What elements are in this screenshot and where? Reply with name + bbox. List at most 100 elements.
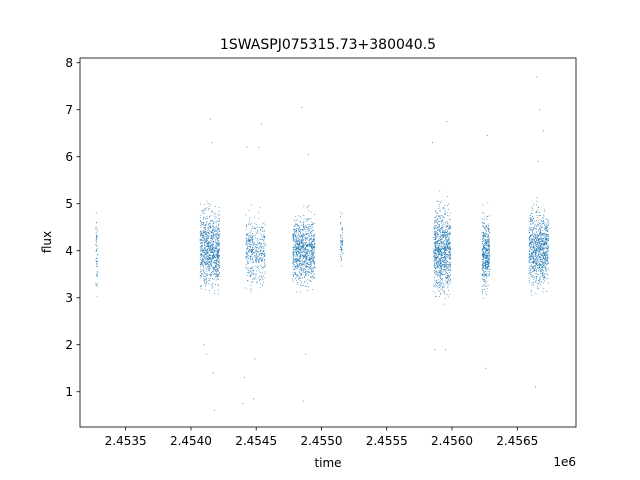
data-point [440,220,442,222]
data-point [256,270,258,272]
data-point [442,287,444,288]
data-point [214,217,216,219]
data-point [530,246,532,248]
data-point [540,263,541,265]
data-point [529,243,531,244]
data-point [541,224,543,225]
data-point [295,251,297,253]
data-point [201,249,203,251]
data-point [447,231,449,233]
data-point [541,255,543,257]
data-point [250,270,252,272]
data-point [541,270,543,272]
data-point [254,227,256,229]
data-point [249,239,251,241]
data-point [303,243,304,245]
data-point [535,255,537,257]
data-point [447,238,449,240]
data-point [488,250,490,252]
data-point [436,282,437,284]
data-point [218,243,220,244]
data-point [308,267,310,269]
data-point [437,200,439,202]
data-point [531,240,533,242]
data-point [292,280,294,282]
data-point [208,277,210,279]
data-point [531,221,533,223]
data-point [213,267,215,269]
data-point [536,209,538,211]
data-point [545,268,547,270]
data-point [296,259,298,261]
data-point [546,245,548,247]
data-point [203,223,205,225]
data-point [201,255,202,257]
data-point [211,258,213,259]
data-point [216,262,218,264]
data-point [542,256,544,258]
data-point [260,252,262,254]
data-point [449,248,451,250]
data-point [200,203,202,205]
data-point [299,260,301,262]
data-point [257,258,259,260]
data-point [300,248,302,250]
data-point [302,252,304,253]
data-point [215,245,217,247]
data-point [530,289,532,291]
data-point [487,215,489,217]
data-point [440,293,441,294]
data-point [441,248,443,250]
data-point [485,228,487,230]
data-point [292,261,294,263]
data-point [437,256,439,257]
data-point [434,258,436,259]
data-point [214,260,216,262]
data-point [245,214,247,216]
data-point [305,244,307,246]
data-point [445,243,447,245]
data-point [254,265,256,267]
outlier-point [213,410,215,412]
data-point [447,235,449,237]
data-point [302,264,304,266]
data-point [436,265,438,267]
data-point [528,232,530,234]
data-point [296,240,297,242]
data-point [546,259,548,261]
data-point [217,243,219,245]
data-point [487,230,489,232]
data-point [311,211,313,213]
data-point [293,269,295,270]
data-point [546,219,548,220]
data-point [218,242,220,244]
data-point [536,269,538,271]
data-point [340,242,342,244]
data-point [203,255,205,257]
data-point [200,225,202,227]
data-point [303,243,305,244]
data-point [297,263,299,265]
data-point [486,254,488,256]
data-point [485,285,487,287]
data-point [537,243,539,245]
data-point [443,257,445,259]
data-point [219,272,221,274]
data-point [199,230,201,232]
data-point [213,257,214,259]
data-point [442,254,444,256]
data-point [259,253,261,255]
data-point [257,243,259,245]
data-point [531,234,533,236]
data-point [440,235,442,237]
data-point [248,271,250,273]
data-point [538,229,540,230]
data-point [536,241,538,243]
data-point [534,249,536,251]
data-point [295,249,296,251]
x-tick-label: 2.4545 [235,434,277,448]
data-point [441,286,443,287]
data-point [204,249,206,251]
data-point [245,225,247,227]
data-point [483,264,485,266]
